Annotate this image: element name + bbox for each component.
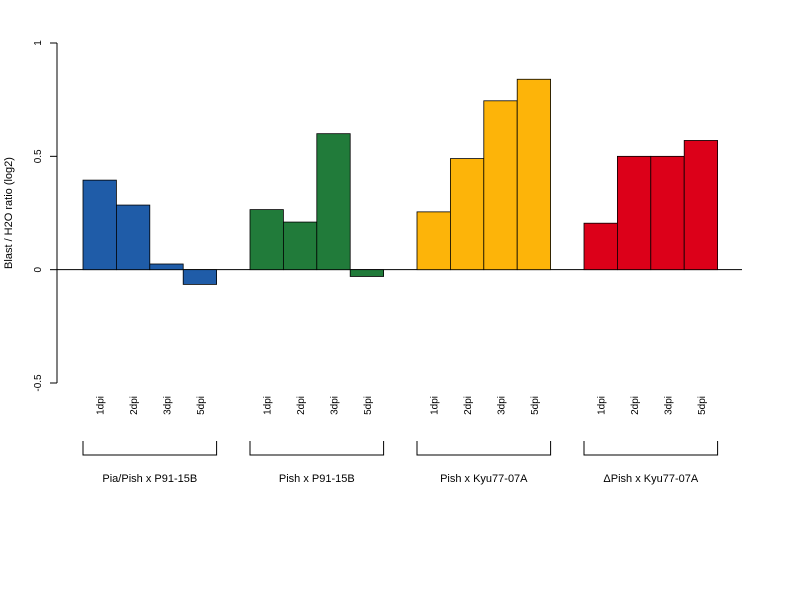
x-tick-label: 5dpi (530, 396, 541, 415)
group-label: Pish x P91-15B (279, 473, 355, 485)
bar (483, 100, 518, 271)
x-tick-label: 3dpi (163, 396, 174, 415)
y-tick-label: 0 (33, 266, 44, 272)
group-bracket (416, 441, 552, 456)
bar (249, 209, 284, 271)
bars (82, 78, 719, 285)
x-tick-label: 5dpi (363, 396, 374, 415)
bar (617, 155, 652, 271)
x-tick-label: 1dpi (430, 396, 441, 415)
x-tick-label: 5dpi (196, 396, 207, 415)
x-tick-label: 3dpi (330, 396, 341, 415)
group-label: ΔPish x Kyu77-07A (603, 473, 698, 485)
bar (116, 204, 151, 271)
bar (82, 179, 117, 271)
y-axis-label: Blast / H2O ratio (log2) (3, 157, 15, 269)
group-label: Pish x Kyu77-07A (440, 473, 528, 485)
x-tick-label: 2dpi (630, 396, 641, 415)
bar (449, 158, 485, 271)
x-tick-label: 2dpi (129, 396, 140, 415)
group-label: Pia/Pish x P91-15B (102, 473, 197, 485)
group-bracket (583, 441, 719, 456)
x-tick-label: 5dpi (697, 396, 708, 415)
x-tick-label: 1dpi (597, 396, 608, 415)
x-tick-labels: 1dpi 2dpi 3dpi 5dpi 1dpi 2dpi 3dpi 5dpi 1dpi 2dpi… (96, 396, 708, 415)
group-bracket (82, 441, 218, 456)
bar (416, 211, 451, 271)
y-tick-label: 0.5 (33, 149, 44, 163)
bar (583, 222, 618, 271)
x-tick-label: 1dpi (263, 396, 274, 415)
bar (650, 155, 685, 271)
bar (182, 269, 217, 285)
group-bracket (249, 441, 385, 456)
y-axis: -0.5 0 0.5 1 (33, 40, 58, 392)
bar (516, 78, 552, 271)
x-tick-label: 2dpi (296, 396, 307, 415)
y-tick-label: -0.5 (33, 374, 44, 392)
bar (316, 133, 351, 271)
x-tick-label: 3dpi (497, 396, 508, 415)
x-tick-label: 3dpi (664, 396, 675, 415)
bar (149, 263, 184, 271)
bar (683, 140, 719, 271)
bar (349, 269, 385, 277)
y-tick-label: 1 (33, 40, 44, 46)
x-tick-label: 1dpi (96, 396, 107, 415)
group-brackets: Pia/Pish x P91-15B Pish x P91-15B Pish x K… (82, 441, 719, 485)
x-tick-label: 2dpi (463, 396, 474, 415)
bar (282, 221, 318, 271)
